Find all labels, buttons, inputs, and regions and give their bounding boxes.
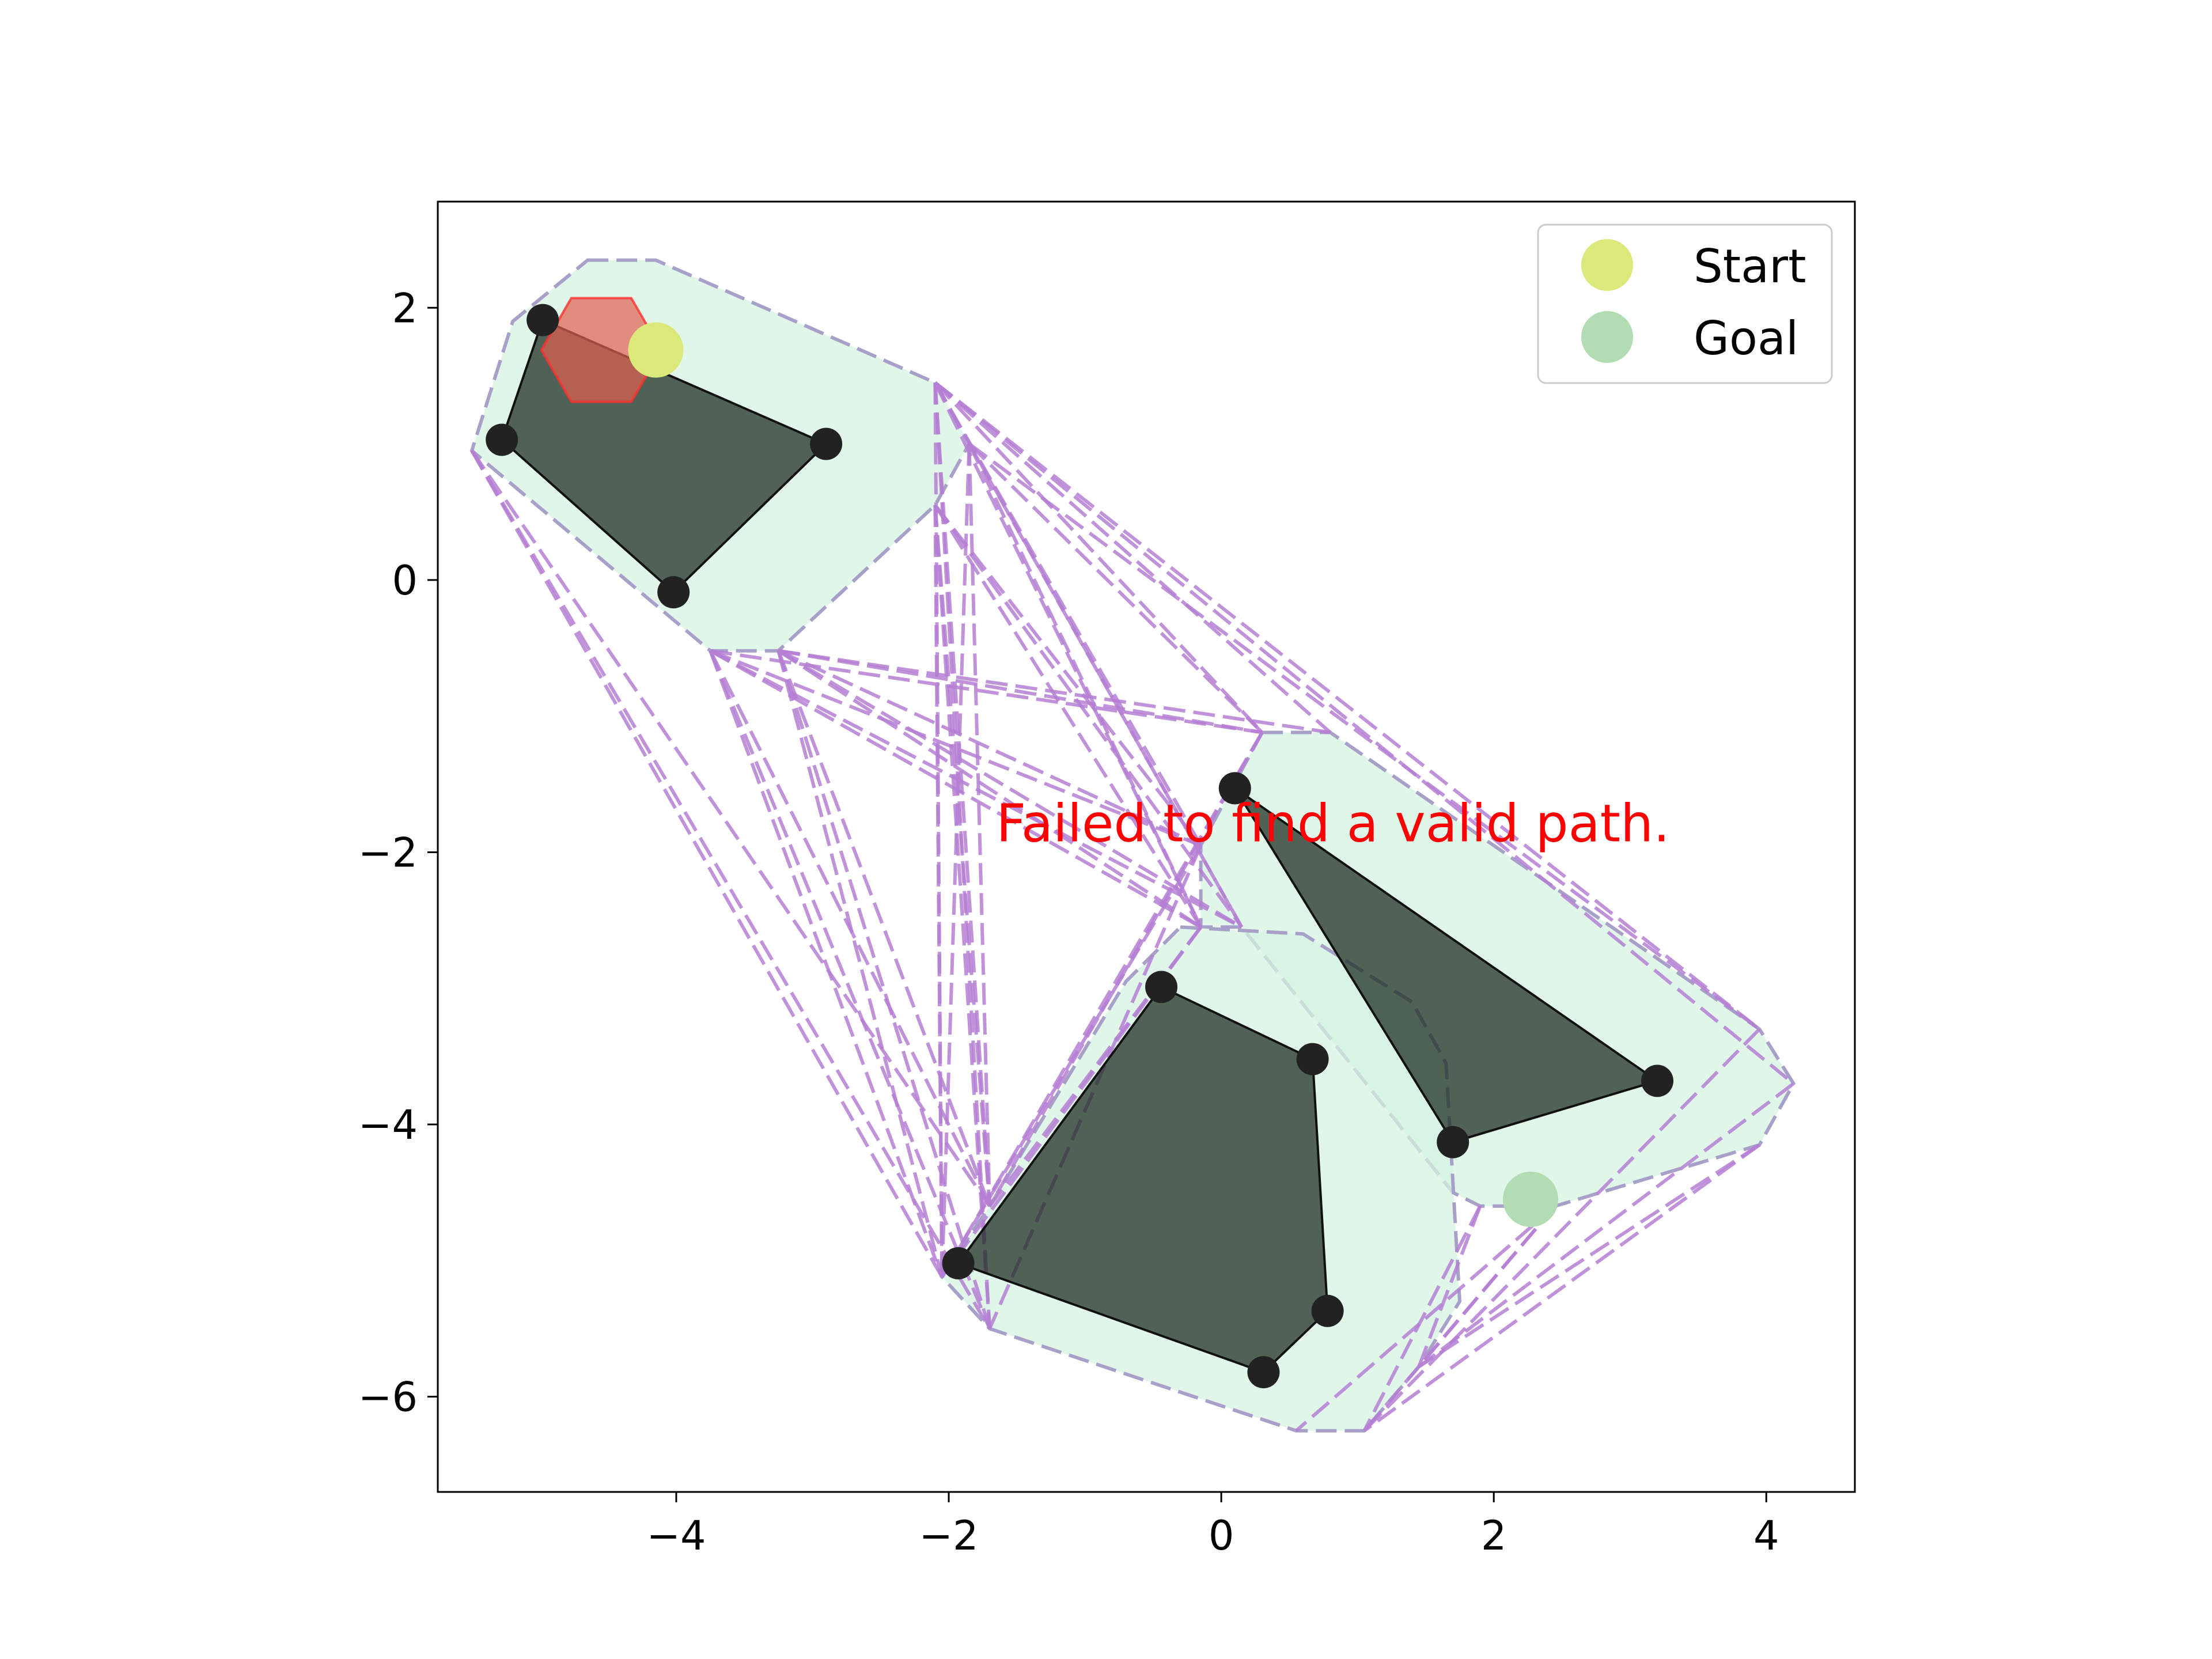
graph-edge bbox=[968, 442, 1761, 1031]
goal-marker bbox=[1503, 1171, 1559, 1227]
graph-edge bbox=[709, 649, 1202, 929]
obstacle-vertex bbox=[1218, 772, 1251, 805]
graph-edge bbox=[967, 444, 991, 1206]
y-tick-label: 2 bbox=[392, 285, 418, 332]
graph-edge bbox=[470, 449, 944, 1278]
graph-edge bbox=[709, 650, 991, 1207]
obstacle-vertex bbox=[942, 1247, 975, 1280]
obstacle-vertex bbox=[1247, 1356, 1280, 1389]
obstacle-vertex bbox=[1296, 1043, 1329, 1075]
y-tick-label: −6 bbox=[358, 1374, 418, 1421]
graph-edge bbox=[1418, 1143, 1761, 1369]
y-tick-label: −2 bbox=[358, 829, 418, 876]
graph-edge bbox=[709, 649, 1202, 847]
graph-edge bbox=[1295, 1205, 1556, 1432]
graph-edge bbox=[933, 504, 1244, 929]
graph-edge bbox=[934, 381, 1264, 734]
graph-edge bbox=[934, 381, 1332, 734]
graph-edge bbox=[470, 449, 991, 1207]
legend-start-label: Start bbox=[1694, 240, 1806, 293]
graph-edge bbox=[1417, 1205, 1556, 1368]
obstacle-vertex bbox=[527, 304, 559, 336]
graph-edge bbox=[777, 649, 1202, 929]
graph-edge bbox=[934, 381, 1795, 1085]
robot-hexagon bbox=[540, 297, 663, 403]
x-tick-label: 4 bbox=[1753, 1512, 1779, 1559]
graph-edge bbox=[1362, 1205, 1482, 1432]
y-tick-label: 0 bbox=[392, 557, 418, 604]
obstacle-vertex bbox=[1311, 1294, 1344, 1327]
obstacle-vertex bbox=[810, 427, 843, 460]
start-marker bbox=[628, 322, 684, 378]
graph-edge bbox=[940, 444, 971, 1277]
graph-edge bbox=[710, 649, 1263, 734]
y-tick-label: −4 bbox=[358, 1101, 418, 1149]
graph-edge bbox=[940, 844, 1203, 1278]
graph-edge bbox=[777, 649, 1243, 929]
graph-edge bbox=[1363, 1143, 1761, 1433]
graph-edge bbox=[934, 504, 1202, 847]
graph-edge bbox=[968, 442, 1264, 734]
plot-content bbox=[469, 258, 1796, 1433]
graph-edge bbox=[777, 650, 944, 1278]
graph-edge bbox=[933, 504, 1203, 929]
obstacle-vertex bbox=[1641, 1065, 1674, 1097]
graph-edge bbox=[470, 449, 991, 1330]
graph-edge bbox=[933, 505, 944, 1277]
graph-edge bbox=[778, 649, 1331, 734]
graph-edge bbox=[709, 650, 944, 1278]
obstacle-vertex bbox=[1437, 1126, 1469, 1158]
graph-edge bbox=[934, 381, 1761, 1031]
legend-start-marker bbox=[1581, 239, 1633, 291]
graph-edge bbox=[933, 381, 1203, 928]
graph-edge bbox=[778, 649, 1202, 847]
legend-goal-label: Goal bbox=[1694, 312, 1798, 365]
failure-message: Failed to find a valid path. bbox=[996, 794, 1669, 854]
obstacle-3 bbox=[956, 985, 1329, 1374]
graph-edge bbox=[1418, 1082, 1795, 1369]
axis-ticks: −4 −2 0 2 4 2 0 −2 −4 −6 bbox=[358, 285, 1779, 1559]
graph-edge bbox=[777, 650, 991, 1207]
obstacle-vertex bbox=[657, 576, 690, 609]
legend-goal-marker bbox=[1581, 311, 1633, 363]
x-tick-label: 0 bbox=[1209, 1512, 1234, 1559]
obstacle-vertex bbox=[486, 423, 518, 456]
graph-edge bbox=[988, 732, 1264, 1207]
graph-edge bbox=[709, 649, 1243, 929]
legend: Start Goal bbox=[1537, 224, 1833, 384]
graph-edge bbox=[933, 505, 991, 1207]
axes-frame bbox=[437, 200, 1856, 1493]
x-tick-label: −4 bbox=[646, 1512, 706, 1559]
graph-edge bbox=[709, 650, 991, 1330]
obstacle-vertex bbox=[1145, 971, 1178, 1003]
graph-edge bbox=[1363, 1028, 1761, 1432]
obstacle-2 bbox=[1234, 787, 1660, 1144]
x-tick-label: 2 bbox=[1481, 1512, 1507, 1559]
x-tick-label: −2 bbox=[919, 1512, 978, 1559]
